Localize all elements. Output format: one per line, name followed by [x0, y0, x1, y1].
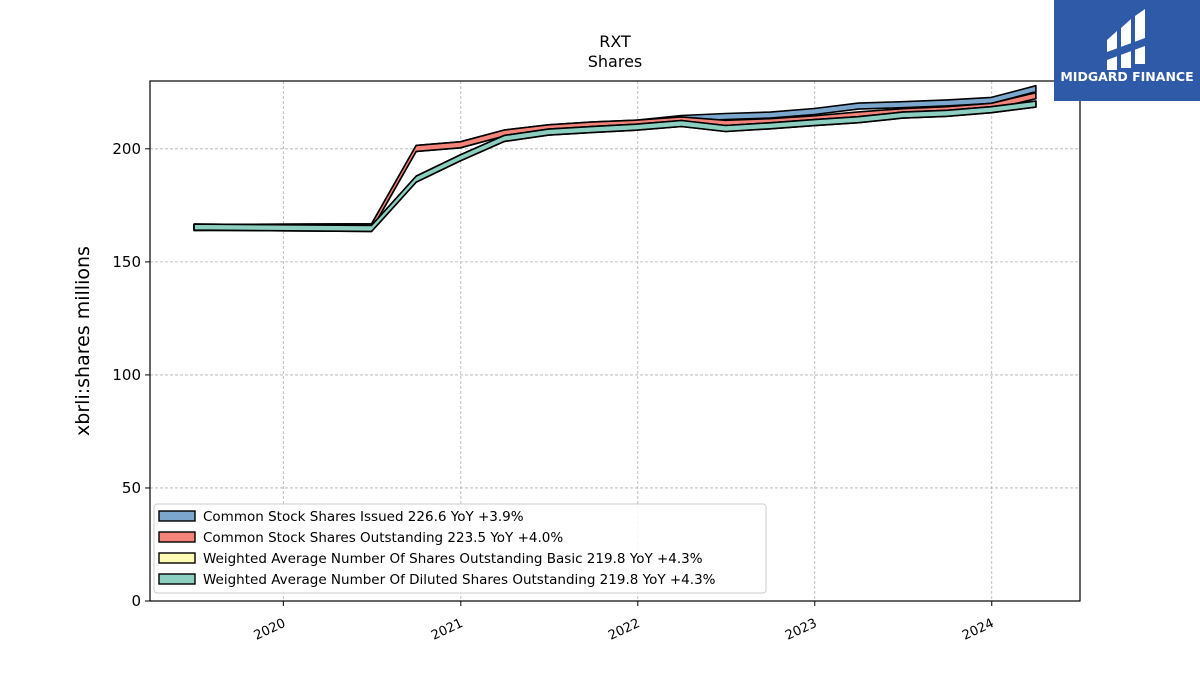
legend-label: Weighted Average Number Of Diluted Share…	[203, 572, 716, 588]
chart-subtitle: Shares	[588, 52, 643, 71]
data-point-3-13	[902, 115, 903, 116]
data-point-1-3	[460, 144, 461, 145]
data-point-3-9	[725, 128, 726, 129]
y-axis-label: xbrli:shares millions	[72, 246, 94, 436]
logo-emblem-icon	[1107, 9, 1145, 70]
data-point-0-9	[725, 116, 726, 117]
data-point-3-12	[858, 119, 859, 120]
data-point-0-11	[814, 111, 815, 112]
x-tick-label: 2020	[252, 616, 288, 644]
y-tick-label: 100	[112, 366, 141, 384]
data-point-3-8	[681, 123, 682, 124]
data-point-3-7	[637, 127, 638, 128]
data-point-3-14	[947, 113, 948, 114]
data-point-3-3	[460, 157, 461, 158]
legend-swatch	[158, 531, 196, 543]
data-point-3-11	[814, 122, 815, 123]
logo-text: MIDGARD FINANCE	[1060, 69, 1193, 84]
data-point-1-4	[504, 133, 505, 134]
data-point-1-9	[725, 123, 726, 124]
y-tick-label: 150	[112, 253, 141, 271]
legend-label: Common Stock Shares Issued 226.6 YoY +3.…	[203, 509, 524, 525]
data-point-0-12	[858, 106, 859, 107]
data-point-0-10	[770, 115, 771, 116]
legend-label: Weighted Average Number Of Shares Outsta…	[203, 551, 703, 567]
data-point-3-6	[593, 129, 594, 130]
series-ribbon-0	[193, 84, 1037, 232]
legend-swatch	[158, 552, 196, 564]
data-point-3-2	[416, 179, 417, 180]
x-tick-label: 2024	[960, 616, 996, 644]
data-point-0-13	[902, 104, 903, 105]
legend-swatch	[158, 573, 196, 585]
legend-frame	[153, 503, 767, 594]
data-point-1-5	[548, 127, 549, 128]
data-point-3-0	[194, 227, 195, 228]
chart-title: RXT	[599, 32, 631, 51]
midgard-finance-logo: MIDGARD FINANCE	[1054, 0, 1200, 101]
data-point-3-16	[1035, 104, 1036, 105]
x-tick-label: 2023	[783, 616, 819, 644]
data-point-3-5	[548, 132, 549, 133]
grid-lines	[150, 81, 1080, 601]
data-point-3-4	[504, 138, 505, 139]
data-point-1-16	[1035, 95, 1036, 96]
y-axis-ticks: 0 50 100 150 200	[112, 140, 150, 610]
data-point-0-14	[947, 102, 948, 103]
data-point-3-15	[991, 109, 992, 110]
series-ribbon-3	[193, 100, 1037, 233]
y-tick-label: 0	[131, 592, 141, 610]
data-point-1-12	[858, 114, 859, 115]
data-point-3-1	[371, 228, 372, 229]
x-tick-label: 2021	[429, 616, 465, 644]
legend: Common Stock Shares Issued 226.6 YoY +3.…	[153, 503, 767, 594]
legend-label: Common Stock Shares Outstanding 223.5 Yo…	[203, 530, 563, 546]
data-point-1-2	[416, 148, 417, 149]
legend-swatch	[158, 510, 196, 522]
x-axis-ticks: 2020 2021 2022 2023 2024	[252, 601, 996, 644]
series-layer	[193, 84, 1037, 233]
data-point-0-16	[1035, 88, 1036, 89]
data-point-0-15	[991, 100, 992, 101]
plot-frame	[149, 80, 1081, 602]
x-tick-label: 2022	[606, 616, 642, 644]
data-point-1-6	[593, 124, 594, 125]
data-point-3-10	[770, 125, 771, 126]
y-tick-label: 50	[122, 479, 141, 497]
y-tick-label: 200	[112, 140, 141, 158]
